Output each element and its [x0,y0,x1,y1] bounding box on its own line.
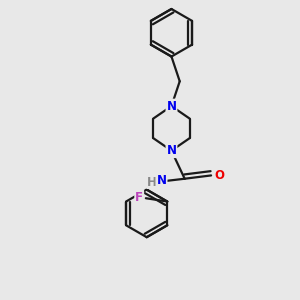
Text: N: N [167,144,176,157]
Text: H: H [147,176,157,188]
Text: N: N [167,100,176,112]
Text: F: F [135,191,143,204]
Text: O: O [214,169,224,182]
Text: N: N [157,174,166,187]
